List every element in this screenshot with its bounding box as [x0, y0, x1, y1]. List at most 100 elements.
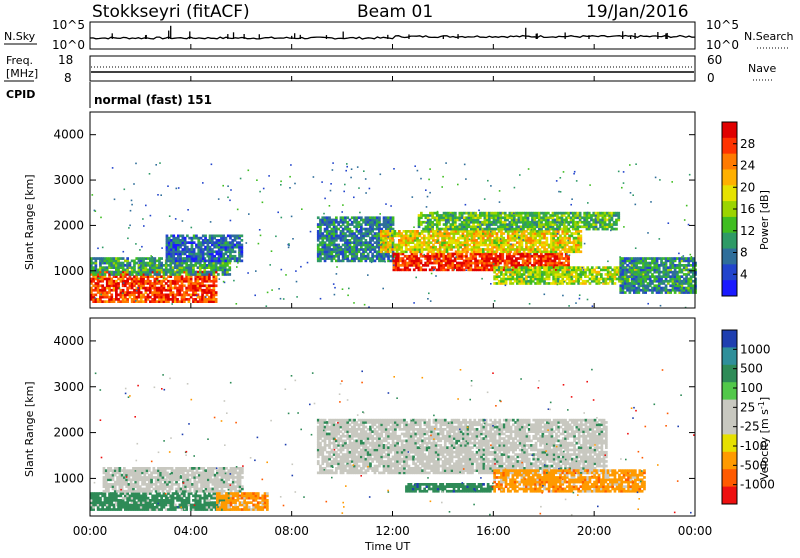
heatmap-cell: [589, 184, 591, 186]
heatmap-cell: [349, 230, 352, 233]
heatmap-cell: [539, 280, 542, 283]
heatmap-cell: [113, 271, 116, 274]
heatmap-cell: [452, 223, 455, 226]
heatmap-cell: [513, 221, 516, 224]
heatmap-cell: [199, 296, 202, 299]
heatmap-cell: [384, 237, 387, 240]
heatmap-cell: [557, 284, 559, 286]
heatmap-cell: [499, 216, 502, 219]
heatmap-cell: [598, 273, 601, 276]
heatmap-cell: [465, 266, 468, 269]
heatmap-cell: [595, 266, 598, 269]
heatmap-cell: [683, 273, 686, 276]
heatmap-cell: [529, 255, 532, 258]
heatmap-cell: [561, 271, 564, 274]
heatmap-cell: [454, 216, 457, 219]
heatmap-cell: [548, 266, 551, 269]
heatmap-cell: [117, 300, 120, 303]
heatmap-cell: [449, 255, 452, 258]
heatmap-cell: [213, 266, 216, 269]
heatmap-cell: [399, 257, 402, 260]
heatmap-cell: [488, 269, 491, 272]
heatmap-cell: [400, 235, 403, 238]
heatmap-cell: [403, 250, 406, 253]
heatmap-cell: [658, 291, 661, 294]
heatmap-cell: [321, 223, 324, 226]
heatmap-cell: [452, 228, 455, 231]
heatmap-cell: [380, 230, 383, 233]
heatmap-cell: [570, 216, 573, 219]
heatmap-cell: [615, 221, 618, 224]
heatmap-cell: [215, 291, 218, 294]
heatmap-cell: [552, 241, 555, 244]
heatmap-cell: [387, 216, 390, 219]
heatmap-cell: [577, 223, 580, 226]
heatmap-cell: [321, 237, 324, 240]
heatmap-cell: [524, 212, 527, 215]
heatmap-cell: [126, 300, 129, 303]
heatmap-cell: [665, 287, 668, 290]
heatmap-cell: [561, 273, 564, 276]
heatmap-cell: [651, 266, 654, 269]
heatmap-cell: [524, 221, 527, 224]
heatmap-cell: [500, 241, 503, 244]
heatmap-cell: [475, 250, 478, 253]
heatmap-cell: [397, 264, 400, 267]
heatmap-cell: [583, 216, 586, 219]
heatmap-cell: [608, 216, 611, 219]
heatmap-cell: [113, 260, 116, 263]
heatmap-cell: [508, 257, 511, 260]
heatmap-cell: [234, 244, 237, 247]
heatmap-cell: [425, 216, 428, 219]
heatmap-cell: [138, 294, 141, 297]
heatmap-cell: [197, 255, 200, 258]
heatmap-cell: [586, 228, 589, 231]
heatmap-cell: [168, 241, 171, 244]
heatmap-cell: [584, 280, 587, 283]
heatmap-cell: [349, 250, 352, 253]
heatmap-cell: [342, 204, 344, 206]
heatmap-cell: [254, 295, 256, 297]
heatmap-cell: [611, 278, 614, 281]
heatmap-cell: [167, 185, 169, 187]
heatmap-cell: [288, 243, 290, 245]
heatmap-cell: [431, 273, 433, 275]
heatmap-cell: [651, 291, 654, 294]
heatmap-cell: [509, 250, 512, 253]
heatmap-cell: [622, 257, 625, 260]
heatmap-cell: [633, 284, 636, 287]
heatmap-cell: [549, 228, 552, 231]
heatmap-cell: [204, 248, 207, 251]
heatmap-cell: [95, 264, 98, 267]
heatmap-cell: [95, 300, 98, 303]
heatmap-cell: [95, 278, 98, 281]
heatmap-cell: [158, 273, 161, 276]
heatmap-cell: [400, 237, 403, 240]
heatmap-cell: [210, 300, 213, 303]
heatmap-cell: [584, 271, 587, 274]
heatmap-cell: [120, 300, 123, 303]
heatmap-cell: [206, 273, 209, 276]
heatmap-cell: [371, 253, 374, 256]
heatmap-cell: [638, 284, 641, 287]
heatmap-cell: [409, 241, 412, 244]
heatmap-cell: [206, 278, 209, 281]
heatmap-cell: [216, 239, 219, 242]
heatmap-cell: [387, 244, 390, 247]
heatmap-cell: [560, 264, 563, 267]
heatmap-cell: [496, 273, 499, 276]
heatmap-cell: [470, 214, 473, 217]
heatmap-cell: [335, 244, 338, 247]
heatmap-cell: [358, 237, 361, 240]
heatmap-cell: [391, 237, 394, 240]
heatmap-cell: [154, 278, 157, 281]
heatmap-cell: [269, 264, 271, 266]
heatmap-cell: [218, 257, 221, 260]
heatmap-cell: [431, 223, 434, 226]
heatmap-cell: [397, 260, 400, 263]
heatmap-cell: [319, 248, 322, 251]
heatmap-cell: [604, 212, 607, 215]
heatmap-cell: [653, 280, 656, 283]
heatmap-cell: [470, 264, 473, 267]
heatmap-cell: [518, 280, 521, 283]
